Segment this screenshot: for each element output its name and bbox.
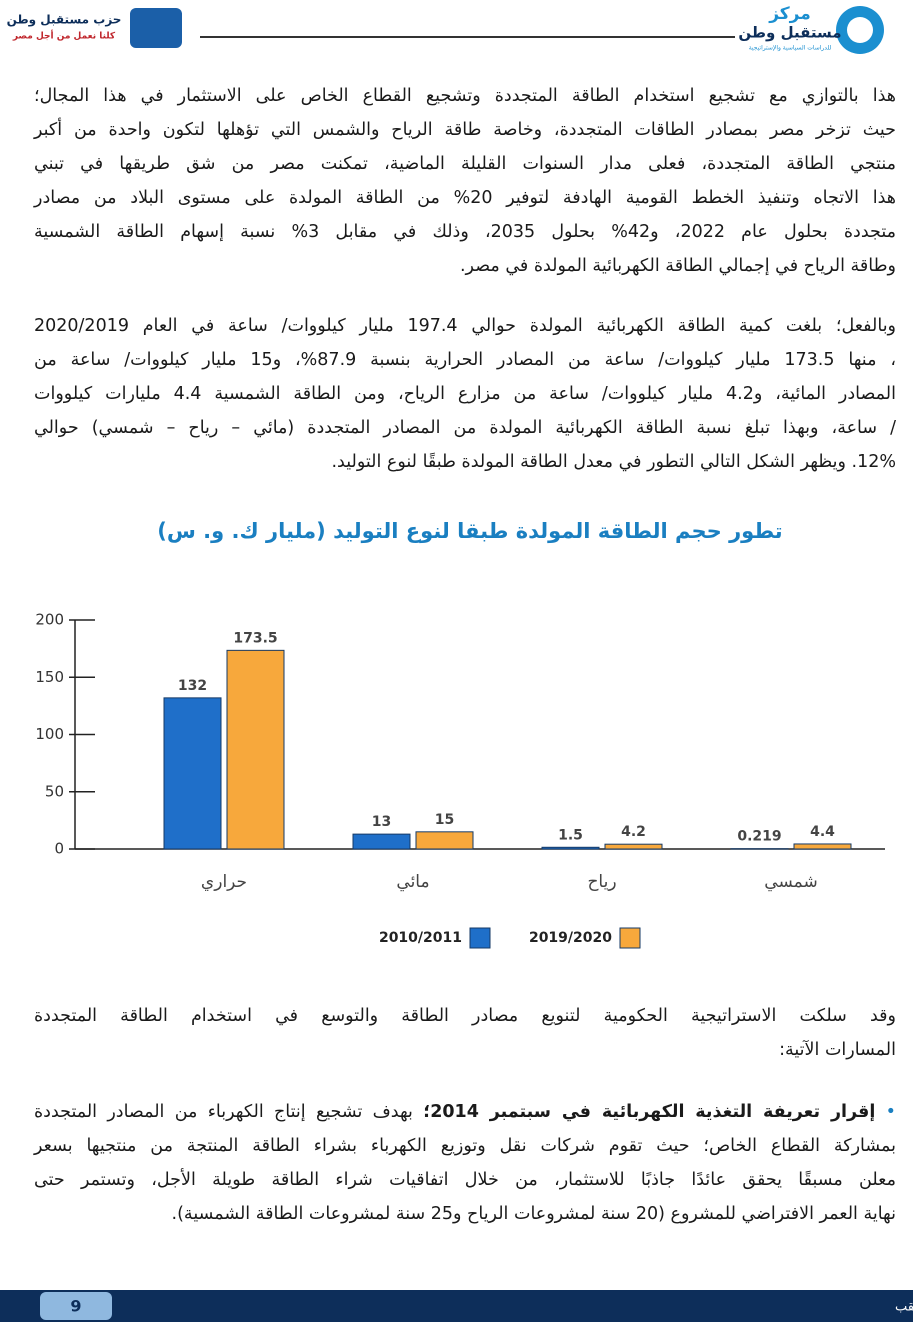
x-tick-label: رياح	[587, 872, 616, 892]
legend-label: 2010/2011	[379, 930, 462, 946]
x-tick-label: مائي	[396, 872, 429, 892]
y-tick-label: 50	[45, 782, 64, 800]
value-label: 132	[178, 678, 207, 694]
bar	[604, 843, 663, 850]
paragraph: وبالفعل؛ بلغت كمية الطاقة الكهربائية الم…	[34, 309, 896, 479]
page-number: 9	[70, 1297, 81, 1316]
header: مركز مستقبل وطن للدراسات السياسية والإست…	[7, 4, 884, 54]
x-tick-label: حراري	[201, 872, 247, 892]
chart-title: تطور حجم الطاقة المولدة طبقا لنوع التولي…	[157, 519, 782, 543]
text-span: نهاية العمر الافتراضي للمشروع (20 سنة لم…	[171, 1204, 896, 1224]
text-line: وبالفعل؛ بلغت كمية الطاقة الكهربائية الم…	[34, 316, 897, 336]
text-line: المسارات الآتية:	[779, 1040, 896, 1060]
y-tick-label: 0	[54, 840, 64, 858]
text-line: معلن مسبقًا يحقق عائدًا جاذبًا للاستثمار…	[34, 1163, 896, 1197]
footer: 9 الجهود المصرية في مجال مكافحة التغيرات…	[0, 1290, 913, 1322]
bar	[163, 697, 222, 850]
legend-label: 2019/2020	[529, 930, 612, 946]
y-tick-label: 150	[35, 668, 64, 686]
text-line: هذا الاتجاه وتنفيذ الخطط القومية الهادفة…	[34, 188, 896, 208]
text-line: المصادر المائية، و4.2 مليار كيلووات/ ساع…	[34, 384, 896, 404]
bar	[793, 843, 852, 850]
text-span: معلن مسبقًا يحقق عائدًا جاذبًا للاستثمار…	[34, 1170, 896, 1190]
text-line: هذا بالتوازي مع تشجيع استخدام الطاقة الم…	[34, 86, 896, 106]
paragraph: وقد سلكت الاستراتيجية الحكومية لتنويع مص…	[34, 999, 896, 1067]
value-label: 15	[435, 812, 454, 828]
value-label: 0.219	[737, 829, 781, 845]
party-slogan: كلنا نعمل من أجل مصر	[12, 30, 116, 42]
text-line: وقد سلكت الاستراتيجية الحكومية لتنويع مص…	[34, 1006, 896, 1026]
text-line: منتجي الطاقة المتجددة، فعلى مدار السنوات…	[34, 154, 896, 174]
value-label: 4.2	[621, 824, 646, 840]
center-subtitle: للدراسات السياسية والإستراتيجية	[749, 45, 832, 52]
party-name: حزب مستقبل وطن	[7, 13, 122, 28]
text-line: • إقرار تعريفة التغذية الكهربائية في سبت…	[34, 1095, 896, 1129]
y-tick-label: 200	[35, 611, 64, 629]
x-tick-label: شمسي	[764, 872, 817, 892]
value-label: 173.5	[233, 630, 277, 646]
legend-swatch	[469, 927, 491, 949]
text-line: / ساعة، وبهذا تبلغ نسبة الطاقة الكهربائي…	[34, 418, 896, 438]
text-line: 12%. ويظهر الشكل التالي التطور في معدل ا…	[331, 452, 896, 472]
bar	[352, 833, 411, 850]
value-label: 4.4	[810, 824, 835, 840]
party-logo	[130, 8, 182, 48]
text-line: متجددة بحلول عام 2022، و42% بحلول 2035، …	[34, 222, 896, 242]
footer-band: 9 الجهود المصرية في مجال مكافحة التغيرات…	[40, 1292, 913, 1320]
paragraph: هذا بالتوازي مع تشجيع استخدام الطاقة الم…	[34, 79, 896, 283]
text-line: حيث تزخر مصر بمصادر الطاقات المتجددة، وخ…	[34, 120, 896, 140]
legend-swatch	[619, 927, 641, 949]
center-name: مركز	[768, 4, 811, 24]
center-logo-inner	[847, 17, 873, 43]
text-span: بهدف تشجيع إنتاج الكهرباء من المصادر الم…	[34, 1102, 424, 1122]
bullet-lead: إقرار تعريفة التغذية الكهربائية في سبتمب…	[423, 1102, 876, 1122]
text-line: ، منها 173.5 مليار كيلووات/ ساعة من المص…	[34, 350, 896, 370]
text-line: نهاية العمر الافتراضي للمشروع (20 سنة لم…	[34, 1197, 896, 1231]
chart: تطور حجم الطاقة المولدة طبقا لنوع التولي…	[35, 519, 885, 949]
center-name: مستقبل وطن	[738, 24, 841, 42]
text-span: بمشاركة القطاع الخاص؛ حيث تقوم شركات نقل…	[34, 1136, 896, 1156]
bar	[415, 831, 474, 850]
text-line: بمشاركة القطاع الخاص؛ حيث تقوم شركات نقل…	[34, 1129, 896, 1163]
bullet-dot: •	[875, 1102, 896, 1122]
bar	[541, 846, 600, 850]
footer-text: الجهود المصرية في مجال مكافحة التغيرات ا…	[895, 1300, 913, 1315]
header-rule	[200, 36, 735, 38]
page-badge	[40, 1292, 112, 1320]
bar	[226, 649, 285, 850]
text-line: وطاقة الرياح في إجمالي الطاقة الكهربائية…	[459, 256, 896, 276]
y-tick-label: 100	[35, 725, 64, 743]
value-label: 13	[372, 814, 391, 830]
value-label: 1.5	[558, 827, 583, 843]
bullet-item: • إقرار تعريفة التغذية الكهربائية في سبت…	[34, 1095, 896, 1231]
